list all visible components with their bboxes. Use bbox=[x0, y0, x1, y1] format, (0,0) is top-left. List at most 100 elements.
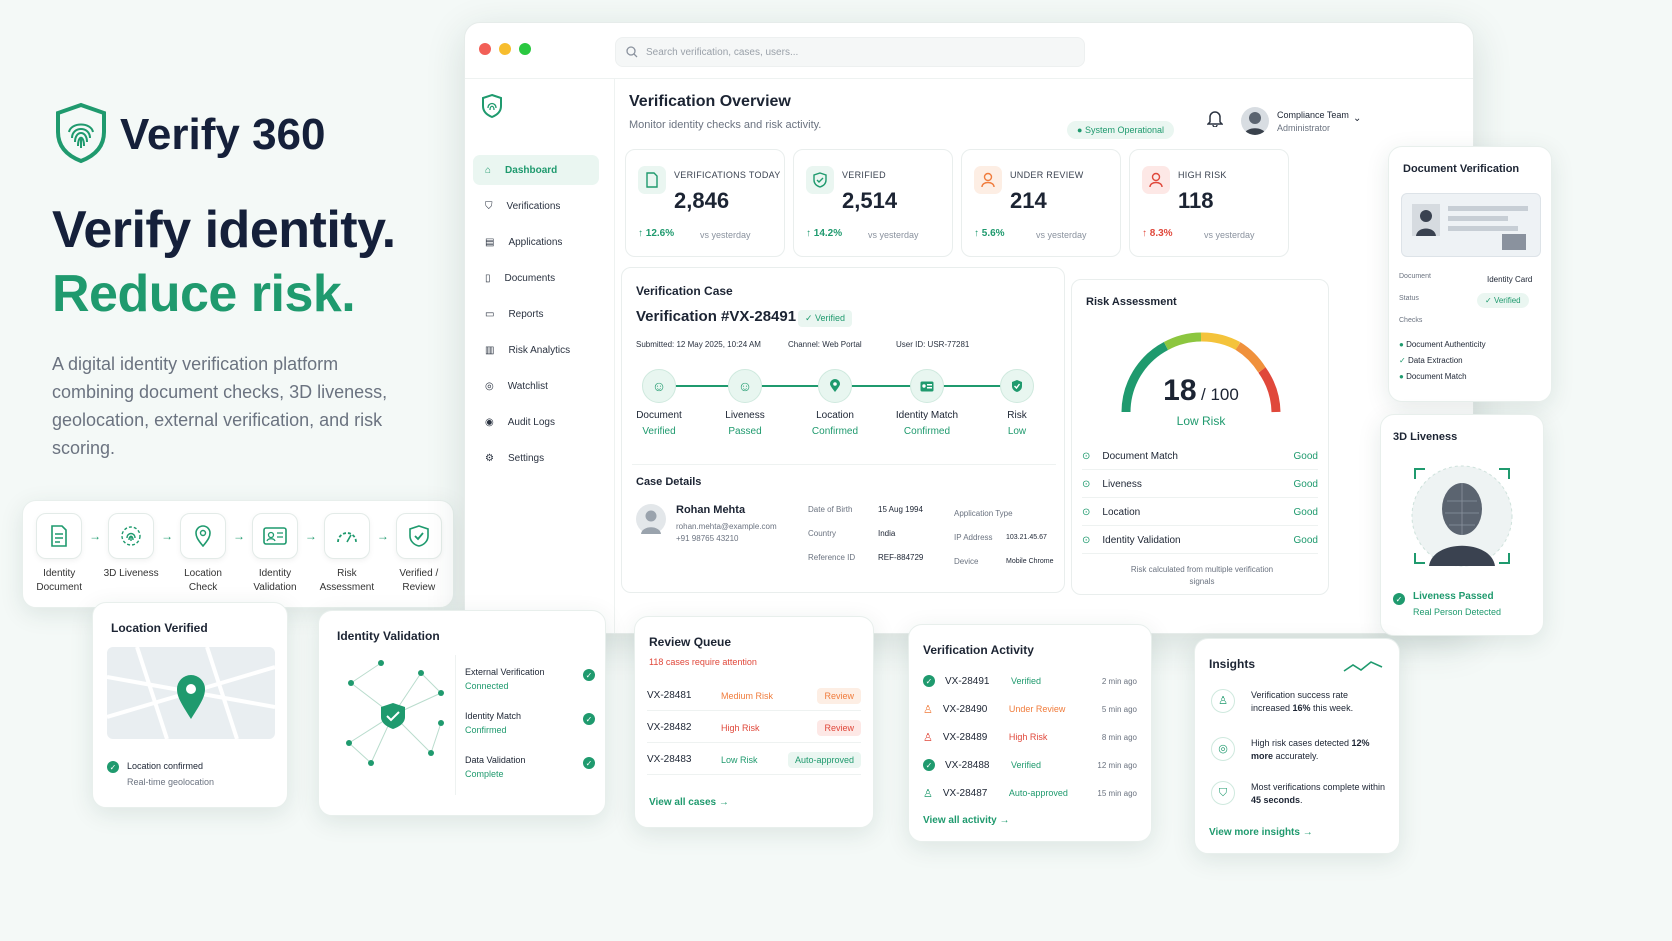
sidebar-item-label: Risk Analytics bbox=[508, 344, 571, 356]
case-step: Document Verified bbox=[609, 408, 709, 440]
risk-assessment-panel: Risk Assessment 18 / 100 Low Risk ⊙ Docum… bbox=[1071, 279, 1329, 595]
hero-description: A digital identity verification platform… bbox=[52, 354, 388, 458]
insight-text: Most verifications complete within bbox=[1251, 782, 1386, 792]
step-label: Liveness bbox=[725, 410, 765, 421]
card-title: Location Verified bbox=[111, 621, 208, 635]
view-all-activity-link[interactable]: View all activity → bbox=[923, 815, 1010, 826]
case-id: Verification #VX-28491 bbox=[636, 308, 797, 325]
flow-step: Risk Assessment bbox=[319, 513, 375, 595]
minimize-window-button[interactable] bbox=[499, 43, 511, 55]
risk-factor-label: Identity Validation bbox=[1102, 535, 1181, 546]
network-graph-icon bbox=[346, 660, 444, 766]
sidebar-item-verifications[interactable]: ⛉ Verifications bbox=[473, 191, 599, 221]
risk-level: Low Risk bbox=[1176, 414, 1226, 428]
table-row[interactable]: VX-28483 Low Risk Auto-approved bbox=[647, 745, 861, 775]
sidebar-item-label: Applications bbox=[508, 236, 563, 248]
flow-step-label: Identity Validation bbox=[253, 568, 297, 593]
chevron-down-icon[interactable]: ⌄ bbox=[1353, 113, 1362, 124]
stat-card-verified: VERIFIED 2,514 ↑ 14.2% vs yesterday bbox=[793, 149, 953, 257]
risk-note: Risk calculated from multiple verificati… bbox=[1130, 565, 1274, 586]
table-row[interactable]: VX-28482 High Risk Review bbox=[647, 713, 861, 743]
review-button[interactable]: Review bbox=[817, 719, 861, 736]
stat-label: VERIFIED bbox=[842, 170, 886, 180]
sidebar-item-label: Reports bbox=[508, 308, 544, 320]
case-id: VX-28483 bbox=[647, 754, 692, 765]
maximize-window-button[interactable] bbox=[519, 43, 531, 55]
sidebar-item-label: Documents bbox=[504, 272, 556, 284]
activity-status: High Risk bbox=[1008, 732, 1048, 742]
field-key: Application Type bbox=[954, 509, 1013, 518]
sidebar-item-documents[interactable]: ▯ Documents bbox=[473, 263, 599, 293]
view-all-cases-link[interactable]: View all cases → bbox=[649, 797, 729, 808]
risk-factor-label: Document Match bbox=[1102, 451, 1178, 462]
stat-change-value: 5.6% bbox=[981, 228, 1005, 239]
status-text: System Operational bbox=[1084, 125, 1164, 135]
shield-icon: ⛉ bbox=[485, 200, 493, 212]
stat-label: VERIFICATIONS TODAY bbox=[674, 170, 781, 180]
risk-factor-row: ⊙ Liveness Good bbox=[1082, 472, 1318, 498]
step-label: Risk bbox=[1007, 410, 1027, 421]
insight-text: accurately. bbox=[1273, 751, 1319, 761]
sidebar-item-label: Verifications bbox=[506, 200, 561, 212]
flow-step: Identity Validation bbox=[247, 513, 303, 595]
close-window-button[interactable] bbox=[479, 43, 491, 55]
risk-factor-value: Good bbox=[1293, 451, 1318, 462]
doc-status-text: Verified bbox=[1493, 296, 1521, 305]
list-item[interactable]: ✓ VX-28491 Verified 2 min ago bbox=[923, 667, 1137, 695]
sidebar-item-risk-analytics[interactable]: ▥ Risk Analytics bbox=[473, 335, 599, 365]
insight-highlight: 12% more bbox=[1251, 738, 1370, 761]
shield-logo-icon bbox=[482, 93, 502, 119]
brand: Verify 360 bbox=[54, 102, 326, 164]
sidebar-item-audit-logs[interactable]: ◉ Audit Logs bbox=[473, 407, 599, 437]
location-sub: Real-time geolocation bbox=[127, 777, 215, 787]
review-button[interactable]: Review bbox=[817, 687, 861, 704]
step-label: Location bbox=[816, 410, 854, 421]
bar-chart-icon: ▥ bbox=[485, 344, 495, 356]
insight-text: this week. bbox=[1310, 703, 1354, 713]
shield-check-icon bbox=[1000, 369, 1034, 403]
field-key: IP Address bbox=[954, 533, 993, 542]
risk-factor-value: Good bbox=[1293, 479, 1318, 490]
user-check-icon: ♙ bbox=[1211, 689, 1235, 713]
list-item[interactable]: ♙ VX-28489 High Risk 8 min ago bbox=[923, 723, 1137, 751]
sidebar-item-applications[interactable]: ▤ Applications bbox=[473, 227, 599, 257]
list-item[interactable]: ✓ VX-28488 Verified 12 min ago bbox=[923, 751, 1137, 779]
sidebar-item-settings[interactable]: ⚙ Settings bbox=[473, 443, 599, 473]
risk-factor-row: ⊙ Document Match Good bbox=[1082, 444, 1318, 470]
list-item[interactable]: ♙ VX-28487 Auto-approved 15 min ago bbox=[923, 779, 1137, 807]
stat-value: 214 bbox=[1010, 188, 1047, 213]
status-badge: ● System Operational bbox=[1067, 121, 1174, 139]
sidebar-item-watchlist[interactable]: ◎ Watchlist bbox=[473, 371, 599, 401]
insight-item: Verification success rate increased 16% … bbox=[1251, 689, 1387, 715]
avatar[interactable] bbox=[1241, 107, 1269, 135]
table-row[interactable]: VX-28481 Medium Risk Review bbox=[647, 681, 861, 711]
sidebar-item-reports[interactable]: ▭ Reports bbox=[473, 299, 599, 329]
case-step: Location Confirmed bbox=[785, 408, 885, 440]
check-circle-icon: ✓ bbox=[583, 713, 595, 725]
user-info[interactable]: Compliance Team Administrator bbox=[1277, 109, 1349, 135]
stat-vs: vs yesterday bbox=[1204, 230, 1255, 240]
step-label: Identity Match bbox=[895, 410, 959, 421]
insight-highlight: 45 seconds bbox=[1251, 795, 1301, 805]
activity-id: VX-28488 bbox=[945, 759, 990, 771]
validation-label: Identity Match bbox=[465, 711, 522, 721]
search-input[interactable]: Search verification, cases, users... bbox=[615, 37, 1085, 67]
arrow-right-icon: → bbox=[232, 529, 245, 543]
step-status: Confirmed bbox=[811, 426, 859, 437]
step-label: Document bbox=[636, 410, 682, 421]
arrow-right-icon: → bbox=[376, 529, 389, 543]
stat-label: UNDER REVIEW bbox=[1010, 170, 1084, 180]
case-id: VX-28481 bbox=[647, 690, 692, 701]
window-titlebar: Search verification, cases, users... bbox=[465, 23, 1473, 79]
stat-change: ↑ 14.2% bbox=[806, 228, 843, 239]
doc-key: Document bbox=[1399, 273, 1431, 280]
bell-icon[interactable] bbox=[1207, 109, 1223, 127]
activity-id: VX-28489 bbox=[942, 731, 988, 743]
applications-icon: ▤ bbox=[485, 236, 495, 248]
list-item[interactable]: ♙ VX-28490 Under Review 5 min ago bbox=[923, 695, 1137, 723]
view-more-insights-link[interactable]: View more insights → bbox=[1209, 827, 1313, 838]
user-alert-icon bbox=[1142, 166, 1170, 194]
sidebar-item-dashboard[interactable]: ⌂ Dashboard bbox=[473, 155, 599, 185]
field-value: REF-884729 bbox=[878, 553, 924, 562]
link-text: View more insights bbox=[1209, 827, 1300, 838]
